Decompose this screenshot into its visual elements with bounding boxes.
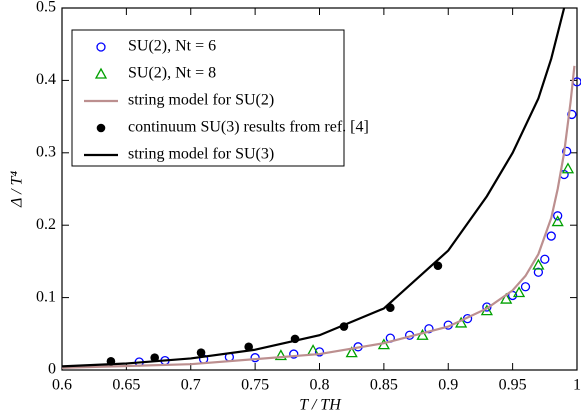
- point: [512, 286, 526, 298]
- point: [561, 162, 575, 174]
- point: [562, 146, 572, 157]
- point: [274, 349, 287, 361]
- point: [345, 346, 358, 358]
- y-axis-label: Δ / T⁴: [9, 171, 26, 208]
- legend-label: continuum SU(3) results from ref. [4]: [128, 119, 369, 136]
- x-tick-label: 0.8: [310, 377, 330, 394]
- point: [520, 282, 531, 292]
- curve: [62, 8, 566, 368]
- point: [250, 353, 260, 363]
- point: [546, 231, 556, 241]
- x-tick-label: 0.7: [181, 377, 201, 394]
- x-tick-label: 1: [573, 377, 581, 394]
- x-tick-label: 0.95: [499, 377, 527, 394]
- legend-label: SU(2), Nt = 8: [128, 65, 216, 82]
- point: [289, 349, 299, 359]
- point: [482, 302, 492, 312]
- point: [533, 267, 544, 277]
- x-tick-label: 0.65: [112, 377, 140, 394]
- legend-swatch: [96, 42, 106, 52]
- legend-label: string model for SU(2): [128, 92, 274, 109]
- x-tick-label: 0.75: [241, 377, 269, 394]
- legend-label: string model for SU(3): [128, 146, 274, 163]
- point: [553, 211, 563, 221]
- point: [532, 258, 545, 270]
- y-tick-label: 0: [48, 361, 56, 378]
- x-axis-label: T / TH: [299, 397, 342, 414]
- point: [500, 292, 513, 304]
- point: [424, 324, 434, 334]
- legend-swatch: [96, 123, 106, 133]
- point: [551, 215, 564, 227]
- legend-label: SU(2), Nt = 6: [128, 38, 216, 55]
- point: [433, 261, 443, 271]
- point: [540, 254, 550, 264]
- y-tick-label: 0.1: [36, 288, 56, 305]
- y-tick-label: 0.3: [36, 143, 56, 160]
- point: [567, 109, 577, 120]
- legend-swatch: [94, 67, 108, 79]
- legend-box: [71, 29, 345, 167]
- x-tick-label: 0.9: [438, 377, 458, 394]
- curve: [62, 65, 576, 369]
- point: [196, 348, 206, 357]
- y-tick-label: 0.4: [36, 71, 56, 88]
- x-tick-label: 0.6: [52, 377, 72, 394]
- x-tick-label: 0.85: [370, 377, 398, 394]
- point: [244, 342, 253, 352]
- point: [150, 353, 159, 362]
- y-tick-label: 0.2: [36, 216, 56, 233]
- point: [314, 347, 325, 357]
- y-tick-label: 0.5: [36, 0, 56, 16]
